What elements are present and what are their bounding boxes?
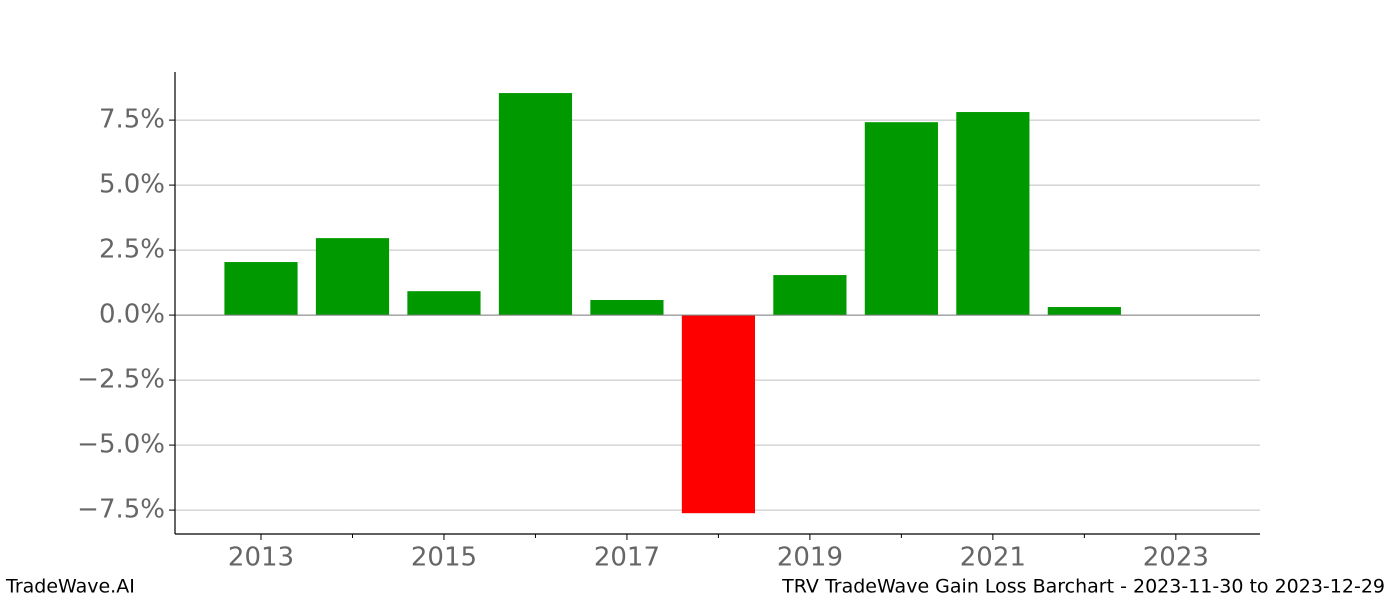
bar xyxy=(407,291,481,316)
bar xyxy=(498,93,573,316)
bar xyxy=(1047,307,1121,316)
bar xyxy=(864,122,938,316)
y-tick-label: 5.0% xyxy=(99,170,165,200)
y-tick-label: −5.0% xyxy=(77,430,165,460)
x-tick-label: 2013 xyxy=(228,543,294,573)
bar xyxy=(315,238,390,316)
x-tick-label: 2017 xyxy=(594,543,660,573)
bar xyxy=(773,275,847,316)
x-tick-label: 2019 xyxy=(777,543,843,573)
bar xyxy=(956,112,1030,316)
y-tick-label: −2.5% xyxy=(77,365,165,395)
x-tick-label: 2023 xyxy=(1143,543,1209,573)
bar xyxy=(224,262,298,316)
x-tick-label: 2015 xyxy=(411,543,477,573)
y-tick-label: 2.5% xyxy=(99,235,165,265)
footer-right: TRV TradeWave Gain Loss Barchart - 2023-… xyxy=(781,576,1385,598)
bar xyxy=(681,315,756,514)
bar xyxy=(590,300,664,316)
x-tick-label: 2021 xyxy=(960,543,1026,573)
y-tick-label: 7.5% xyxy=(99,105,165,135)
footer-left: TradeWave.AI xyxy=(5,576,135,598)
y-tick-label: 0.0% xyxy=(99,300,165,330)
y-tick-label: −7.5% xyxy=(77,495,165,525)
